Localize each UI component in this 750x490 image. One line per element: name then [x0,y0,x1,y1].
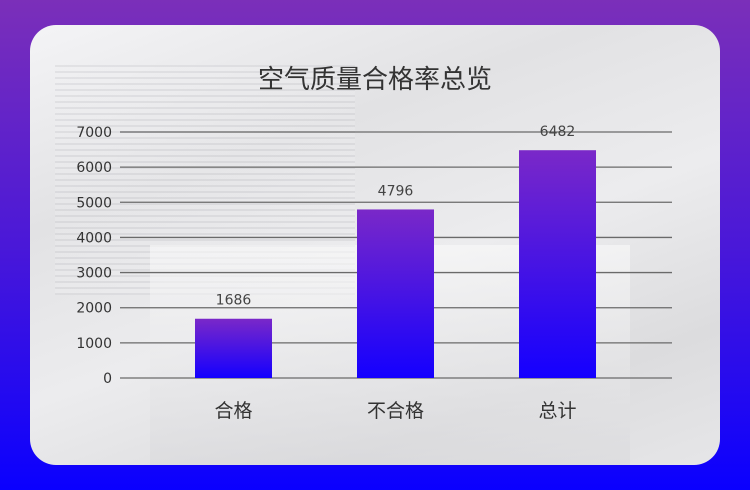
y-tick-label: 5000 [76,195,112,211]
category-label: 合格 [214,400,252,422]
bar [195,318,272,378]
data-label: 1686 [216,293,252,309]
data-label: 6482 [540,124,576,140]
y-tick-label: 1000 [76,336,112,352]
y-tick-label: 4000 [76,230,112,246]
y-tick-label: 7000 [76,125,112,141]
chart-title: 空气质量合格率总览 [258,65,492,95]
bar [357,209,434,378]
data-label: 4796 [378,183,414,199]
y-tick-label: 3000 [76,266,112,282]
y-tick-label: 6000 [76,160,112,176]
y-tick-label: 2000 [76,301,112,317]
y-tick-label: 0 [103,371,112,387]
bar [519,150,596,378]
category-label: 不合格 [367,400,424,422]
category-label: 总计 [538,400,576,422]
